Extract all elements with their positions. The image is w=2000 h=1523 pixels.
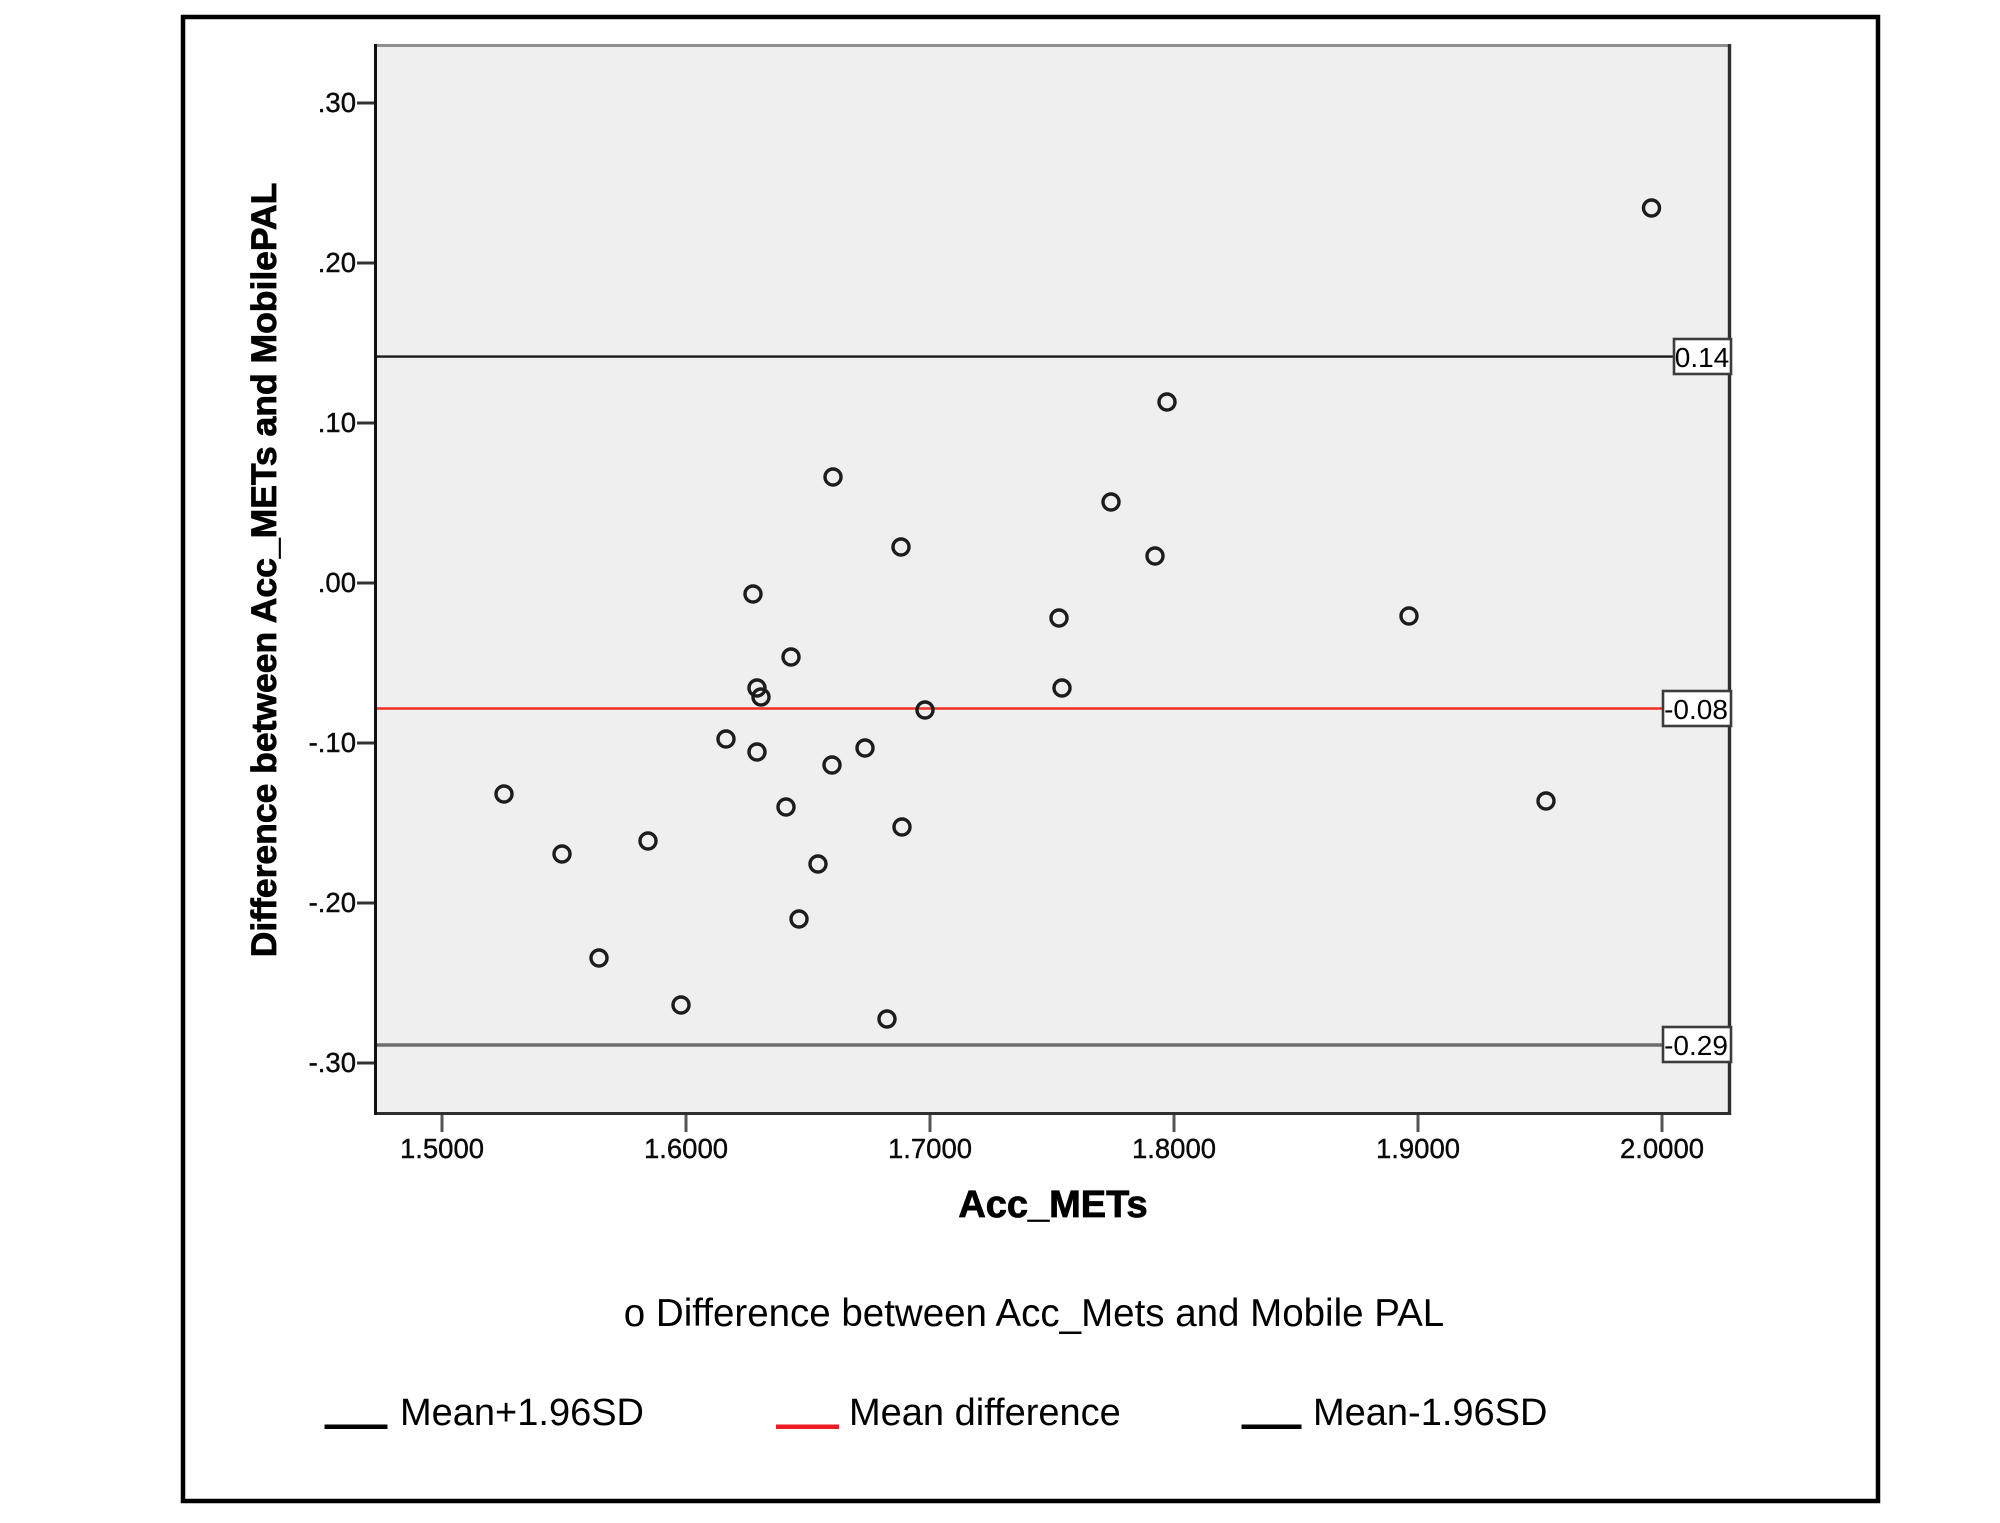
svg-text:Acc_METs: Acc_METs — [958, 1184, 1147, 1226]
svg-text:1.7000: 1.7000 — [888, 1133, 972, 1164]
svg-text:-.20: -.20 — [309, 887, 356, 918]
svg-text:1.5000: 1.5000 — [400, 1133, 484, 1164]
svg-text:o Difference between Acc_Mets: o Difference between Acc_Mets and Mobile… — [624, 1292, 1444, 1335]
svg-text:Mean+1.96SD: Mean+1.96SD — [400, 1392, 644, 1434]
svg-text:Mean-1.96SD: Mean-1.96SD — [1313, 1392, 1547, 1434]
svg-text:.20: .20 — [318, 247, 356, 278]
svg-text:-0.08: -0.08 — [1664, 694, 1728, 725]
svg-text:.30: .30 — [318, 87, 356, 118]
svg-text:0.14: 0.14 — [1675, 342, 1730, 373]
svg-text:Difference between Acc_METs an: Difference between Acc_METs and MobilePA… — [244, 183, 284, 958]
svg-text:-.30: -.30 — [309, 1047, 356, 1078]
svg-text:.10: .10 — [318, 407, 356, 438]
svg-text:-0.29: -0.29 — [1664, 1030, 1728, 1061]
svg-text:2.0000: 2.0000 — [1620, 1133, 1704, 1164]
svg-text:-.10: -.10 — [309, 727, 356, 758]
svg-text:.00: .00 — [318, 567, 356, 598]
svg-text:1.8000: 1.8000 — [1132, 1133, 1216, 1164]
svg-text:Mean difference: Mean difference — [849, 1392, 1121, 1434]
svg-text:1.9000: 1.9000 — [1376, 1133, 1460, 1164]
svg-text:1.6000: 1.6000 — [644, 1133, 728, 1164]
